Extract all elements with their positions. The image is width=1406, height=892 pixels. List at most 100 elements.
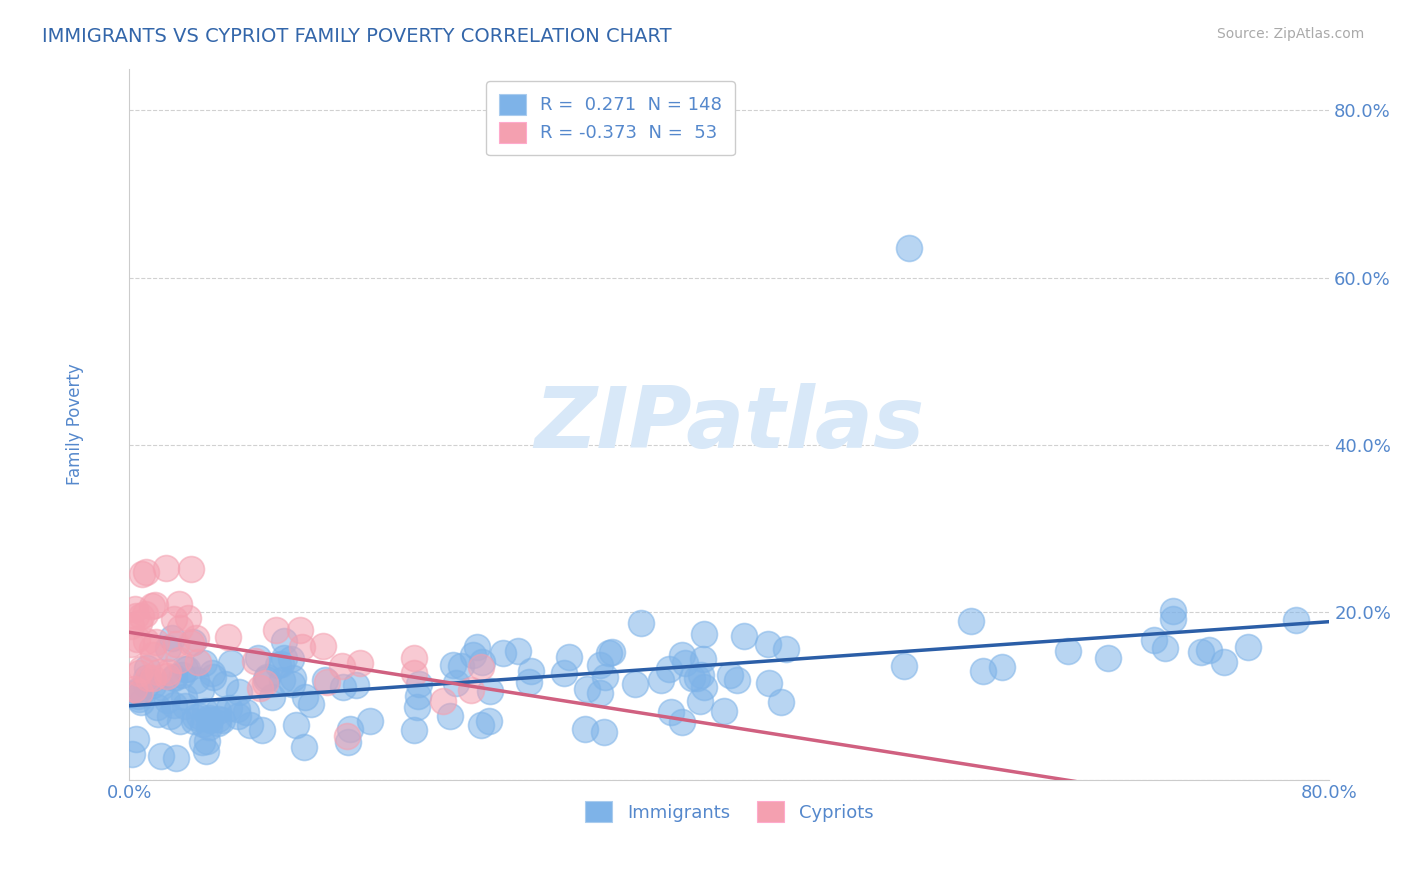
Point xyxy=(217,631,239,645)
Point xyxy=(402,665,425,680)
Point xyxy=(157,640,180,655)
Point xyxy=(332,680,354,694)
Point xyxy=(145,635,167,649)
Text: IMMIGRANTS VS CYPRIOT FAMILY POVERTY CORRELATION CHART: IMMIGRANTS VS CYPRIOT FAMILY POVERTY COR… xyxy=(42,27,672,45)
Point xyxy=(127,684,149,698)
Point xyxy=(149,748,172,763)
Point xyxy=(162,672,184,686)
Point xyxy=(463,648,485,663)
Point xyxy=(273,651,295,665)
Point xyxy=(576,681,599,696)
Point xyxy=(120,619,142,633)
Point xyxy=(281,677,304,691)
Point xyxy=(200,713,222,727)
Point xyxy=(190,683,212,698)
Point xyxy=(131,608,153,623)
Point xyxy=(135,634,157,648)
Point xyxy=(492,646,515,660)
Point xyxy=(314,673,336,687)
Point xyxy=(249,681,271,696)
Point xyxy=(758,676,780,690)
Point xyxy=(1212,656,1234,670)
Point xyxy=(142,678,165,692)
Point xyxy=(198,711,221,725)
Point xyxy=(226,709,249,723)
Point xyxy=(125,609,148,624)
Point xyxy=(281,671,304,685)
Point xyxy=(769,695,792,709)
Point xyxy=(120,688,142,702)
Point xyxy=(692,651,714,665)
Point xyxy=(1189,645,1212,659)
Point xyxy=(1285,613,1308,627)
Point xyxy=(344,678,367,692)
Point xyxy=(177,611,200,625)
Point xyxy=(163,612,186,626)
Point xyxy=(689,693,711,707)
Point xyxy=(690,668,713,682)
Point xyxy=(471,656,494,670)
Point xyxy=(169,621,191,635)
Point xyxy=(1057,644,1080,658)
Point xyxy=(243,654,266,668)
Point xyxy=(1161,612,1184,626)
Point xyxy=(506,644,529,658)
Point xyxy=(1161,604,1184,618)
Point xyxy=(159,709,181,723)
Point xyxy=(162,698,184,713)
Point xyxy=(959,614,981,628)
Point xyxy=(692,626,714,640)
Point xyxy=(316,675,339,690)
Point xyxy=(207,704,229,718)
Point xyxy=(134,607,156,621)
Point xyxy=(270,673,292,688)
Point xyxy=(432,694,454,708)
Point xyxy=(125,731,148,746)
Point xyxy=(121,747,143,761)
Point xyxy=(470,660,492,674)
Point xyxy=(155,560,177,574)
Point xyxy=(280,652,302,666)
Point xyxy=(150,680,173,694)
Point xyxy=(239,718,262,732)
Point xyxy=(146,699,169,714)
Point xyxy=(173,690,195,704)
Point xyxy=(163,670,186,684)
Point xyxy=(142,671,165,685)
Point xyxy=(404,650,426,665)
Point xyxy=(156,669,179,683)
Point xyxy=(336,734,359,748)
Point xyxy=(254,672,277,686)
Point xyxy=(312,639,335,653)
Point xyxy=(775,641,797,656)
Point xyxy=(211,713,233,727)
Point xyxy=(141,599,163,613)
Text: ZIPatlas: ZIPatlas xyxy=(534,383,924,466)
Point xyxy=(190,735,212,749)
Point xyxy=(160,631,183,645)
Point xyxy=(406,699,429,714)
Point xyxy=(250,723,273,737)
Point xyxy=(187,655,209,669)
Point xyxy=(650,673,672,687)
Point xyxy=(146,706,169,721)
Point xyxy=(167,597,190,611)
Point xyxy=(128,666,150,681)
Point xyxy=(169,714,191,729)
Point xyxy=(450,659,472,673)
Point xyxy=(446,676,468,690)
Point xyxy=(180,562,202,576)
Point xyxy=(898,241,921,255)
Point xyxy=(470,717,492,731)
Point xyxy=(439,708,461,723)
Point xyxy=(441,658,464,673)
Point xyxy=(165,751,187,765)
Point xyxy=(141,641,163,656)
Point xyxy=(270,657,292,671)
Point xyxy=(181,635,204,649)
Point xyxy=(478,714,501,729)
Point xyxy=(167,652,190,666)
Point xyxy=(893,659,915,673)
Point xyxy=(142,648,165,662)
Point xyxy=(630,616,652,631)
